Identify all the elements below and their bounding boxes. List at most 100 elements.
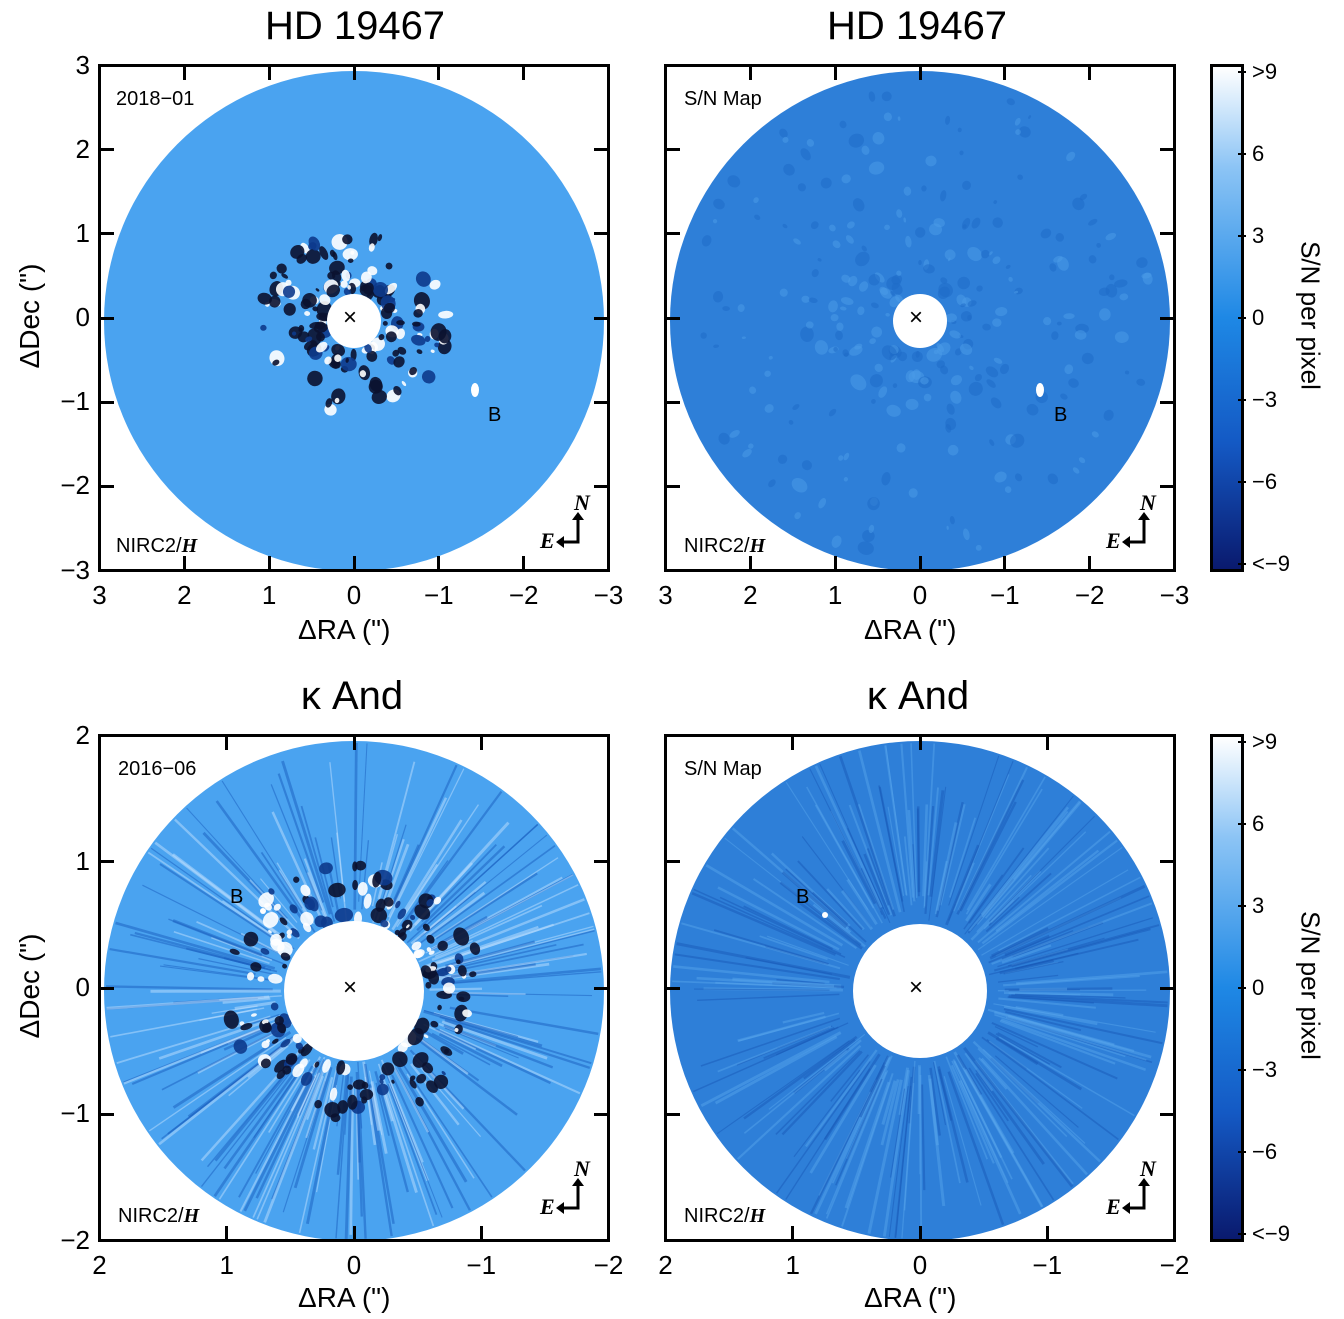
x-tick-mark bbox=[918, 66, 922, 80]
speckle bbox=[797, 183, 806, 192]
colorbar-tick-mark bbox=[1238, 563, 1246, 565]
speckle bbox=[347, 1084, 354, 1090]
ray-streak bbox=[1014, 938, 1139, 970]
ray-streak bbox=[172, 1030, 292, 1109]
ray-streak bbox=[1004, 961, 1059, 974]
y-tick-mark bbox=[1160, 986, 1174, 990]
x-tick-mark bbox=[1088, 556, 1092, 570]
speckle bbox=[426, 947, 432, 952]
ray-streak bbox=[700, 1031, 842, 1108]
ray-streak bbox=[436, 944, 557, 973]
ray-streak bbox=[801, 836, 872, 928]
speckle bbox=[793, 238, 801, 245]
speckle bbox=[713, 198, 725, 210]
ray-streak bbox=[818, 1079, 877, 1196]
ray-streak bbox=[221, 780, 303, 909]
colorbar-tick-label: −3 bbox=[1252, 387, 1278, 412]
ray-streak bbox=[981, 839, 1118, 945]
speckle bbox=[768, 355, 773, 360]
ray-streak bbox=[991, 927, 1049, 958]
ray-streak bbox=[882, 1069, 910, 1237]
speckle bbox=[808, 297, 818, 304]
y-tick-label: 2 bbox=[75, 133, 90, 164]
speckle bbox=[413, 949, 423, 959]
ray-streak bbox=[431, 952, 587, 980]
speckle bbox=[262, 1022, 272, 1033]
north-label: N bbox=[1140, 490, 1156, 515]
x-tick-label: −1 bbox=[466, 1250, 497, 1280]
y-tick-mark bbox=[100, 860, 114, 864]
speckle bbox=[363, 282, 374, 295]
speckle bbox=[299, 1058, 308, 1069]
ray-streak bbox=[846, 1055, 893, 1160]
ray-streak bbox=[975, 1072, 1009, 1122]
x-tick-label: 2 bbox=[658, 1250, 673, 1280]
speckle bbox=[940, 277, 948, 284]
ray-streak bbox=[743, 1035, 858, 1120]
speckle bbox=[884, 224, 890, 231]
speckle bbox=[414, 904, 431, 920]
ray-streak bbox=[255, 1072, 311, 1174]
speckle bbox=[397, 346, 407, 355]
ray-streak bbox=[888, 1085, 909, 1238]
speckle bbox=[994, 471, 1007, 483]
ray-streak bbox=[423, 1023, 477, 1050]
speckle bbox=[843, 452, 850, 461]
speckle bbox=[848, 275, 858, 287]
ray-streak bbox=[700, 1017, 841, 1067]
y-tick-mark bbox=[666, 148, 680, 152]
speckle bbox=[422, 923, 430, 932]
speckle bbox=[300, 884, 311, 897]
ray-streak bbox=[109, 947, 256, 976]
ray-streak bbox=[814, 765, 883, 908]
speckle bbox=[290, 928, 300, 938]
ray-streak bbox=[717, 1025, 832, 1073]
ray-streak bbox=[785, 1068, 871, 1200]
ray-streak bbox=[841, 1073, 894, 1227]
companion-blob bbox=[260, 908, 266, 914]
speckle bbox=[741, 336, 746, 340]
ray-streak bbox=[986, 1038, 1028, 1070]
speckle bbox=[871, 326, 883, 338]
speckle bbox=[1004, 486, 1012, 493]
y-tick-mark bbox=[594, 986, 608, 990]
speckle bbox=[975, 544, 982, 551]
ray-streak bbox=[131, 1019, 285, 1085]
speckle bbox=[974, 373, 983, 382]
x-tick-mark bbox=[748, 66, 752, 80]
ray-streak bbox=[161, 1030, 277, 1091]
ray-streak bbox=[400, 790, 503, 928]
ray-streak bbox=[451, 971, 602, 985]
ray-streak bbox=[863, 853, 891, 916]
colorbar-tick-mark bbox=[1238, 741, 1246, 743]
ray-streak bbox=[859, 1065, 886, 1118]
ray-streak bbox=[759, 935, 828, 961]
speckle bbox=[395, 900, 401, 909]
ray-streak bbox=[106, 985, 273, 991]
companion-label: B bbox=[796, 886, 810, 908]
speckle bbox=[332, 251, 338, 261]
speckle bbox=[286, 934, 292, 939]
ray-streak bbox=[895, 1085, 912, 1238]
ray-streak bbox=[782, 1011, 825, 1024]
speckle bbox=[840, 297, 854, 305]
speckle bbox=[277, 1022, 287, 1034]
ray-streak bbox=[928, 786, 947, 921]
ray-streak bbox=[981, 800, 1081, 918]
speckle bbox=[298, 327, 303, 332]
x-tick-label: 2 bbox=[743, 580, 758, 610]
speckle bbox=[868, 524, 875, 534]
speckle bbox=[340, 356, 357, 372]
y-tick-mark bbox=[594, 860, 608, 864]
x-tick-mark bbox=[1003, 66, 1007, 80]
speckle bbox=[437, 940, 448, 951]
ray-streak bbox=[968, 811, 1069, 932]
speckle bbox=[1028, 115, 1032, 119]
speckle bbox=[857, 541, 874, 555]
mask-center bbox=[893, 294, 947, 348]
ray-streak bbox=[880, 1079, 900, 1146]
speckle bbox=[956, 294, 967, 306]
instrument-label: NIRC2/H bbox=[684, 1205, 766, 1227]
speckle bbox=[302, 293, 317, 308]
ray-streak bbox=[775, 1061, 871, 1194]
